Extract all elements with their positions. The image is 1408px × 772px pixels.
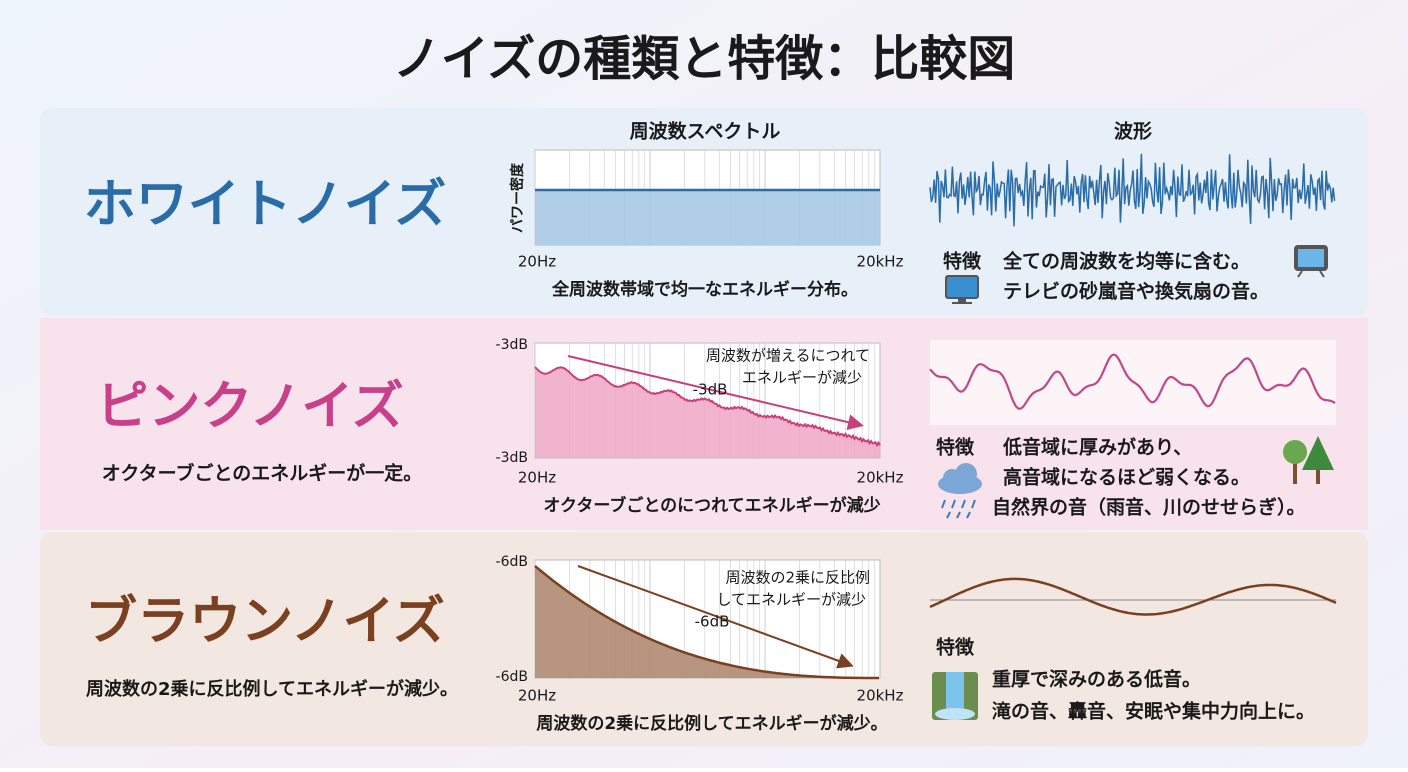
header: 波形 — [1114, 120, 1152, 143]
annotation: してエネルギーが減少 — [716, 591, 866, 609]
waveform — [929, 577, 1337, 616]
y-label: -3dB — [496, 337, 528, 353]
x-label: 20kHz — [857, 469, 904, 487]
spectrum-line — [534, 565, 879, 680]
spectrum-fill — [535, 190, 880, 245]
annotation: -3dB — [693, 381, 728, 399]
tv-icon — [1294, 245, 1328, 278]
annotation: -6dB — [695, 613, 730, 631]
annotation: 周波数が増えるにつれて — [706, 347, 870, 365]
x-label: 20Hz — [518, 253, 556, 271]
feature-label: 特徴 — [943, 250, 982, 273]
waveform — [929, 153, 1336, 227]
y-label: パワー密度 — [509, 162, 526, 233]
noise-name: ホワイトノイズ — [84, 175, 446, 235]
tree-icon — [1283, 436, 1334, 484]
caption: 全周波数帯域で均一なエネルギー分布。 — [551, 279, 858, 300]
feature-line: 重厚で深みのある低音。 — [992, 668, 1201, 691]
title: ノイズの種類と特徴：比較図 — [393, 31, 1016, 87]
grid — [534, 560, 876, 678]
waterfall-icon — [932, 672, 978, 720]
y-label: -6dB — [496, 554, 528, 570]
x-label: 20Hz — [518, 469, 556, 487]
x-label: 20kHz — [857, 687, 904, 705]
feature-line: 低音域に厚みがあり、 — [1002, 436, 1192, 459]
feature-line: 全ての周波数を均等に含む。 — [1002, 250, 1250, 273]
rain-icon — [938, 463, 982, 519]
spectrum-line — [534, 366, 881, 448]
subtitle: 周波数の2乗に反比例してエネルギーが減少。 — [86, 678, 458, 700]
feature-label: 特徴 — [936, 436, 975, 459]
arrow — [567, 355, 864, 431]
x-label: 20Hz — [518, 687, 556, 705]
caption: オクターブごとのにつれてエネルギーが減少 — [543, 495, 880, 516]
annotation: エネルギーが減少 — [742, 369, 862, 387]
waveform — [929, 353, 1336, 410]
feature-line: 自然界の音（雨音、川のせせらぎ）。 — [992, 496, 1306, 519]
feature-line: 高音域になるほど弱くなる。 — [1003, 466, 1250, 489]
x-label: 20kHz — [857, 253, 904, 271]
spectrum-fill — [535, 566, 880, 678]
caption: 周波数の2乗に反比例してエネルギーが減少。 — [536, 713, 887, 734]
noise-name: ピンクノイズ — [96, 377, 403, 437]
y-label: -3dB — [496, 450, 528, 466]
feature-line: テレビの砂嵐音や換気扇の音。 — [1003, 280, 1269, 303]
arrow — [577, 565, 854, 669]
subtitle: オクターブごとのエネルギーが一定。 — [102, 462, 423, 485]
spectrum-fill — [535, 367, 880, 458]
y-label: -6dB — [496, 669, 528, 685]
header: 周波数スペクトル — [630, 120, 781, 143]
annotation: 周波数の2乗に反比例 — [725, 569, 870, 587]
feature-line: 滝の音、轟音、安眠や集中力向上に。 — [992, 700, 1315, 723]
feature-label: 特徴 — [936, 636, 975, 659]
monitor-icon — [945, 275, 979, 304]
noise-name: ブラウンノイズ — [85, 592, 445, 652]
